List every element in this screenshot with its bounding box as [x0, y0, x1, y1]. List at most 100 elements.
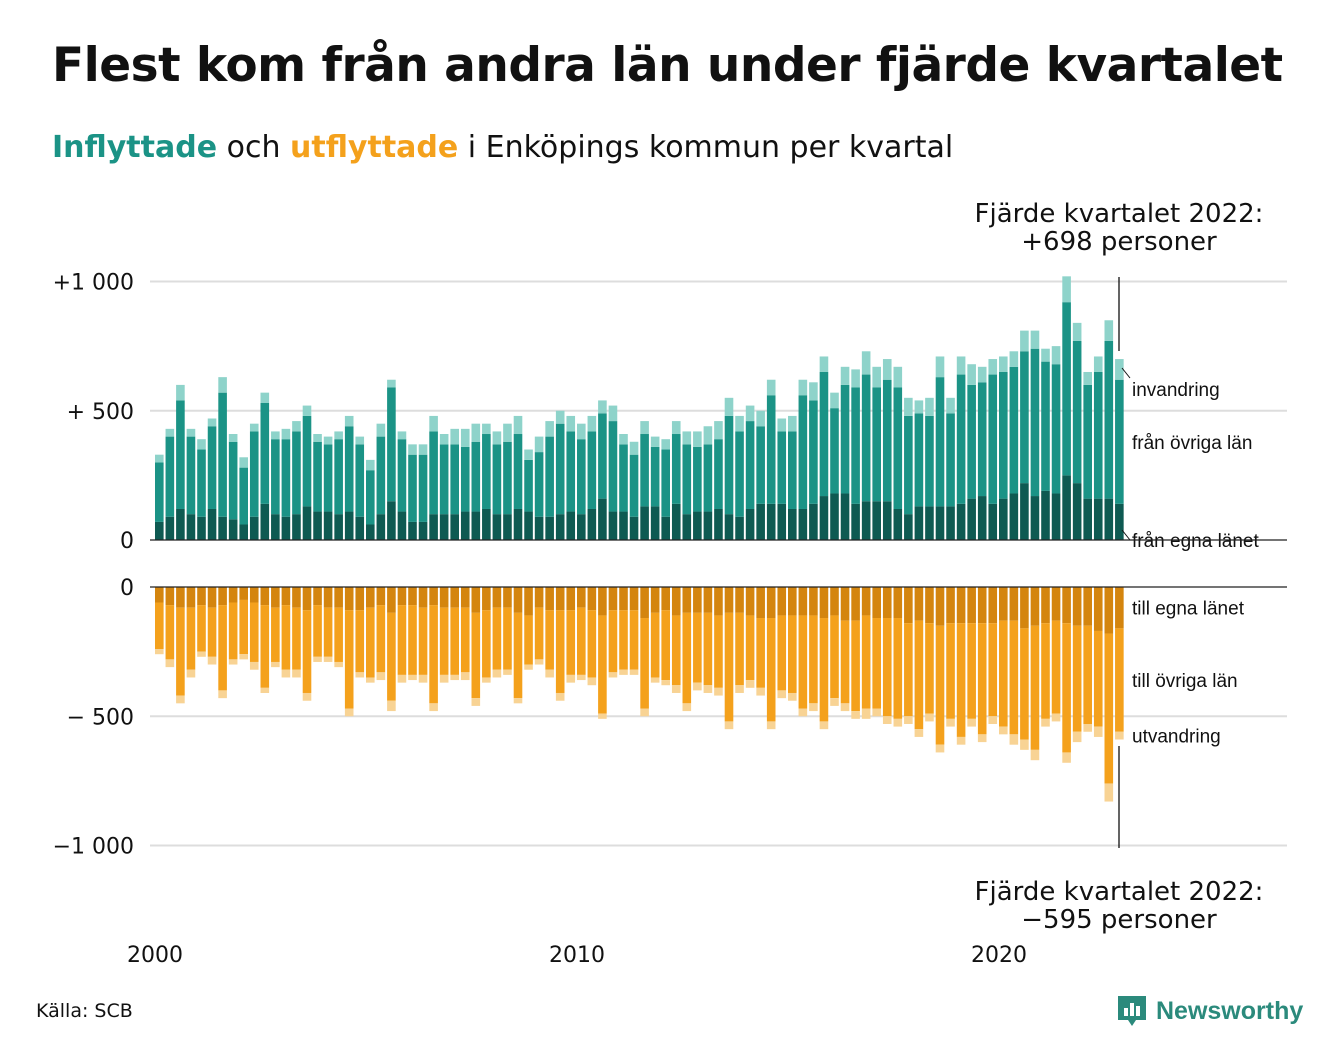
bar-in-immig	[313, 434, 322, 442]
bar-out-other	[619, 610, 628, 670]
bar-out-own	[703, 587, 713, 613]
bar-out-other	[777, 615, 787, 691]
bar-in-immig	[429, 415, 438, 432]
bar-in-other	[302, 415, 312, 507]
bar-in-own	[281, 516, 291, 541]
bar-in-own	[566, 511, 576, 540]
bar-in-immig	[176, 384, 185, 401]
bar-in-immig	[851, 369, 860, 388]
bar-out-emig	[1104, 783, 1114, 802]
series-label-out-emig: utvandring	[1132, 727, 1221, 748]
bar-in-own	[766, 503, 776, 540]
bar-out-emig	[904, 716, 913, 724]
bar-out-other	[756, 618, 765, 688]
bar-out-other	[492, 607, 502, 670]
bar-out-emig	[1020, 739, 1029, 750]
bar-out-own	[1104, 587, 1114, 634]
bar-out-emig	[1072, 731, 1082, 743]
bar-out-own	[629, 587, 639, 611]
y-tick-top: 0	[120, 529, 134, 554]
bar-out-other	[429, 605, 438, 704]
bar-out-other	[450, 607, 459, 675]
bar-in-own	[313, 511, 322, 540]
bar-out-other	[271, 607, 280, 662]
bar-out-emig	[366, 677, 375, 683]
bar-out-other	[1020, 628, 1029, 740]
bar-in-other	[1072, 340, 1082, 484]
bar-out-other	[460, 607, 470, 673]
bar-in-own	[956, 503, 966, 540]
bar-in-immig	[946, 397, 955, 414]
bar-out-own	[292, 587, 301, 608]
bar-in-immig	[218, 377, 227, 393]
bar-out-emig	[408, 674, 417, 681]
bar-out-own	[861, 587, 871, 616]
bar-out-other	[956, 623, 966, 737]
bar-out-emig	[830, 698, 839, 706]
bar-out-emig	[788, 692, 797, 701]
bar-in-immig	[735, 415, 744, 432]
bar-out-other	[714, 615, 723, 688]
bar-out-emig	[534, 659, 544, 665]
bar-out-own	[935, 587, 945, 626]
bar-out-own	[281, 587, 291, 606]
bar-out-own	[207, 587, 217, 608]
bar-out-other	[946, 623, 955, 719]
y-tick-top: +1 000	[53, 271, 134, 296]
bar-in-immig	[281, 428, 291, 440]
bar-out-own	[872, 587, 881, 619]
bar-in-own	[999, 498, 1008, 540]
bar-in-immig	[999, 356, 1008, 372]
bar-in-own	[482, 508, 491, 540]
bar-out-own	[439, 587, 449, 608]
bar-in-own	[524, 511, 533, 540]
bar-in-other	[197, 449, 206, 517]
bar-in-other	[872, 387, 881, 502]
bar-out-own	[1062, 587, 1071, 624]
bar-out-other	[608, 610, 618, 673]
bar-out-emig	[946, 718, 955, 727]
bar-out-own	[260, 587, 270, 606]
bar-out-own	[967, 587, 976, 624]
bar-in-immig	[840, 366, 850, 385]
bar-in-immig	[1030, 330, 1040, 349]
bar-out-own	[534, 587, 544, 608]
bar-out-other	[819, 618, 829, 722]
bar-in-immig	[271, 431, 280, 440]
bar-in-own	[587, 508, 597, 540]
bar-in-immig	[397, 431, 407, 440]
bar-out-own	[366, 587, 375, 608]
bar-in-immig	[703, 426, 713, 445]
bar-in-other	[893, 387, 903, 509]
bar-in-own	[323, 511, 333, 540]
bar-out-emig	[809, 703, 818, 712]
bar-out-emig	[387, 700, 396, 712]
bar-in-own	[503, 514, 512, 540]
annotations: Fjärde kvartalet 2022: +698 personer Fjä…	[975, 199, 1264, 935]
bar-out-own	[1030, 587, 1040, 626]
annotation-bottom-line2: −595 personer	[1021, 905, 1217, 935]
bar-in-immig	[566, 415, 576, 432]
bar-in-other	[735, 431, 744, 517]
bar-in-own	[387, 501, 396, 540]
bar-out-emig	[418, 674, 428, 683]
bar-in-own	[830, 493, 839, 540]
bar-out-own	[946, 587, 955, 624]
bar-in-other	[155, 462, 164, 522]
bar-out-other	[176, 607, 185, 696]
bar-in-immig	[988, 359, 998, 375]
bar-out-other	[207, 607, 217, 657]
bar-out-other	[302, 610, 312, 693]
bar-in-other	[830, 408, 839, 494]
bar-out-emig	[260, 687, 270, 693]
bar-in-other	[1030, 348, 1040, 497]
bar-in-own	[1041, 490, 1050, 540]
bar-out-emig	[334, 661, 343, 668]
subtitle-inflyttade: Inflyttade	[52, 130, 218, 165]
newsworthy-chart-icon	[1118, 996, 1146, 1026]
bar-in-own	[671, 503, 681, 540]
chart-title: Flest kom från andra län under fjärde kv…	[52, 38, 1283, 93]
x-tick: 2000	[127, 943, 183, 968]
bar-out-other	[661, 610, 670, 681]
bar-in-own	[872, 501, 881, 540]
